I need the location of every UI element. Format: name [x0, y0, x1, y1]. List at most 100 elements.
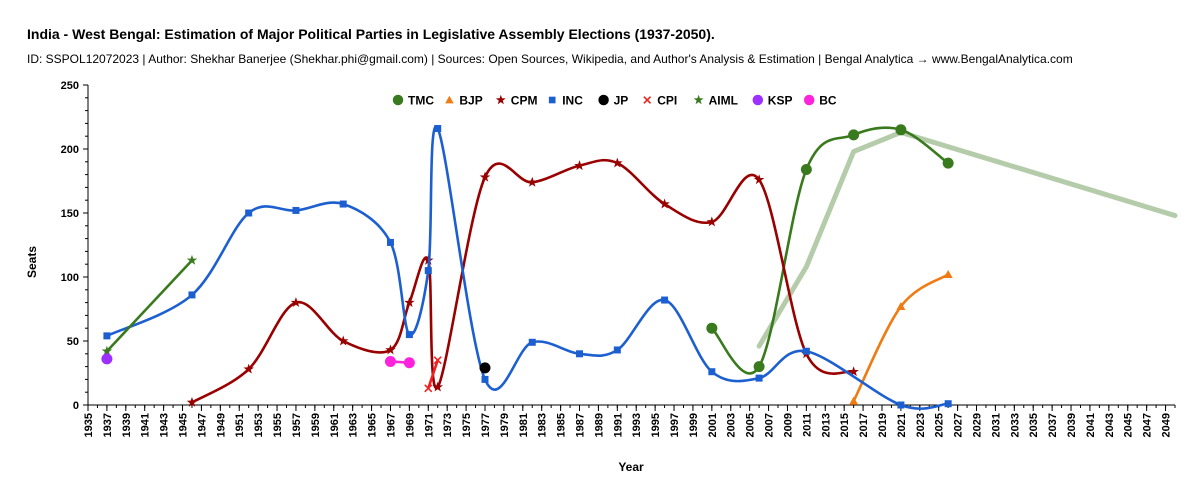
legend-label-ksp: KSP — [768, 94, 793, 108]
series-cpm — [186, 157, 859, 407]
legend-item-cpi: CPI — [643, 94, 677, 108]
inc-point — [434, 125, 442, 133]
inc-point — [339, 200, 347, 208]
cpm-point — [432, 381, 443, 392]
legend-item-jp: JP — [598, 94, 628, 108]
y-tick-label: 0 — [73, 400, 79, 412]
x-tick-label: 2011 — [801, 413, 813, 437]
inc-point — [576, 350, 584, 358]
tmc-point — [942, 157, 954, 169]
cpm-point — [337, 335, 349, 346]
x-tick-label: 1983 — [537, 413, 549, 437]
legend-label-cpi: CPI — [657, 94, 677, 108]
bjp-point — [896, 301, 906, 311]
legend-label-aiml: AIML — [709, 94, 738, 108]
x-tick-label: 1967 — [385, 413, 397, 437]
x-tick-label: 1999 — [688, 413, 700, 437]
x-tick-label: 1955 — [272, 413, 284, 437]
x-tick-label: 1939 — [121, 413, 133, 437]
tmc-point — [800, 163, 812, 175]
legend-item-ksp: KSP — [752, 94, 793, 108]
legend-marker-ksp — [752, 94, 764, 106]
inc-point — [528, 338, 536, 346]
jp-point — [479, 362, 491, 374]
x-tick-label: 2047 — [1142, 413, 1154, 437]
legend-marker-cpm — [495, 94, 506, 105]
bjp-point — [943, 269, 953, 279]
legend-label-jp: JP — [614, 94, 629, 108]
x-tick-label: 2003 — [726, 413, 738, 437]
x-tick-label: 2035 — [1028, 413, 1040, 437]
bjp-line — [852, 273, 949, 402]
cpm-point — [753, 174, 765, 185]
cpm-line — [191, 158, 855, 404]
legend-marker-aiml — [693, 94, 704, 105]
chart-series — [101, 124, 1178, 410]
x-tick-label: 1965 — [367, 413, 379, 437]
ksp-point — [101, 353, 113, 365]
trend-line — [756, 129, 1178, 349]
legend-marker-tmc — [392, 94, 404, 106]
x-tick-label: 2041 — [1085, 413, 1097, 437]
inc-point — [405, 331, 413, 339]
chart-title: India - West Bengal: Estimation of Major… — [27, 26, 715, 42]
x-tick-label: 2049 — [1161, 413, 1173, 437]
legend-label-bjp: BJP — [459, 94, 482, 108]
x-tick-label: 2027 — [953, 413, 965, 437]
tmc-point — [753, 361, 765, 373]
legend-label-cpm: CPM — [511, 94, 538, 108]
series-aiml — [101, 254, 198, 356]
x-tick-label: 1975 — [461, 413, 473, 437]
x-tick-label: 1991 — [612, 413, 624, 437]
x-tick-label: 2025 — [934, 413, 946, 437]
legend-marker-bc — [803, 94, 815, 106]
x-tick-label: 1949 — [215, 413, 227, 437]
cpm-point — [404, 297, 415, 308]
inc-point — [944, 400, 952, 408]
cpm-point — [186, 396, 198, 407]
legend-item-bjp: BJP — [445, 94, 483, 108]
x-tick-label: 1997 — [669, 413, 681, 437]
x-tick-label: 1993 — [631, 413, 643, 437]
inc-point — [755, 374, 763, 382]
x-tick-label: 2017 — [858, 413, 870, 437]
inc-point — [481, 375, 489, 383]
inc-point — [661, 296, 669, 304]
cpm-point — [574, 160, 585, 171]
x-tick-label: 2045 — [1123, 413, 1135, 437]
x-tick-label: 1959 — [310, 413, 322, 437]
x-tick-label: 2009 — [782, 413, 794, 437]
legend-marker-cpi — [643, 96, 652, 104]
chart-subtitle: ID: SSPOL12072023 | Author: Shekhar Bane… — [27, 52, 1073, 66]
x-tick-label: 2029 — [972, 413, 984, 437]
inc-point — [103, 332, 111, 340]
cpm-point — [290, 297, 302, 308]
cpm-point — [479, 171, 491, 182]
legend-item-tmc: TMC — [392, 94, 434, 108]
x-tick-label: 1985 — [556, 413, 568, 437]
x-tick-label: 2001 — [707, 413, 719, 437]
tmc-point — [706, 322, 718, 334]
x-tick-label: 1995 — [650, 413, 662, 437]
x-tick-label: 2031 — [990, 413, 1002, 437]
x-tick-label: 1951 — [234, 413, 246, 437]
inc-point — [188, 291, 196, 299]
x-tick-label: 2007 — [764, 413, 776, 437]
tmc-point — [895, 124, 907, 136]
y-tick-label: 250 — [61, 80, 79, 92]
bc-point — [403, 357, 415, 369]
legend-item-bc: BC — [803, 94, 837, 108]
x-tick-label: 1971 — [423, 413, 435, 437]
bc-point — [384, 355, 396, 367]
series-cpi — [424, 356, 442, 393]
cpi-point — [433, 356, 442, 365]
legend-item-aiml: AIML — [693, 94, 738, 108]
inc-point — [245, 209, 253, 217]
cpi-point — [424, 384, 433, 393]
legend-label-inc: INC — [562, 94, 583, 108]
legend-item-cpm: CPM — [495, 94, 538, 108]
y-tick-label: 100 — [61, 272, 79, 284]
cpi-line — [427, 359, 439, 389]
legend-label-tmc: TMC — [408, 94, 434, 108]
